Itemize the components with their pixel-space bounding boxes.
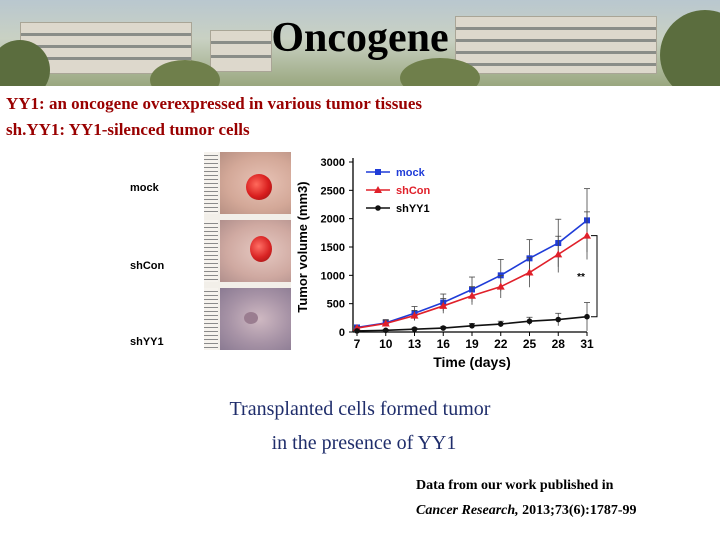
legend-label-shCon: shCon: [396, 185, 431, 197]
x-axis-label: Time (days): [433, 354, 511, 370]
x-tick-label: 22: [494, 337, 508, 351]
data-point-shYY1: [526, 318, 533, 325]
legend-marker-shCon: [374, 186, 382, 193]
data-point-shYY1: [354, 328, 360, 334]
mouse-photo-shyy1: [204, 288, 291, 350]
legend-marker-mock: [375, 169, 381, 175]
y-tick-label: 500: [327, 299, 345, 311]
data-point-shCon: [381, 319, 390, 327]
x-tick-label: 10: [379, 337, 393, 351]
tumor-mock: [246, 174, 272, 200]
data-point-shCon: [496, 282, 505, 290]
y-tick-label: 3000: [321, 157, 345, 169]
x-tick-label: 7: [354, 337, 361, 351]
x-tick-label: 31: [580, 337, 594, 351]
y-tick-label: 0: [339, 327, 345, 339]
data-point-shYY1: [497, 321, 504, 327]
caption-line-1: Transplanted cells formed tumor: [229, 398, 491, 420]
data-point-shCon: [468, 291, 476, 299]
citation-line-1: Data from our work published in: [416, 478, 614, 493]
data-point-shCon: [583, 231, 591, 239]
subtitle-line-2: sh.YY1: YY1-silenced tumor cells: [6, 120, 250, 139]
subtitle-line-1: YY1: an oncogene overexpressed in variou…: [6, 94, 423, 113]
x-tick-label: 16: [437, 337, 451, 351]
citation-journal: Cancer Research,: [416, 503, 519, 518]
caption-line-2: in the presence of YY1: [271, 432, 457, 454]
citation-reference: 2013;73(6):1787-99: [518, 503, 637, 518]
data-point-shCon: [410, 311, 419, 319]
data-point-shYY1: [411, 326, 418, 332]
building-center-left: [210, 30, 272, 72]
tumor-growth-chart-svg: 0 500 1000 1500 2000 2500 3000 7 10 13 16 19 22 25 28 3…: [295, 157, 598, 370]
tree: [400, 58, 480, 86]
series-line-mock: [356, 219, 588, 329]
mouse-photo-mock: [204, 152, 291, 214]
photo-label-shyy1: shYY1: [130, 336, 164, 348]
data-point-shYY1: [382, 327, 389, 334]
y-axis-label: Tumor volume (mm3): [295, 181, 310, 312]
legend-label-mock: mock: [396, 167, 426, 179]
citation-line-2: Cancer Research, 2013;73(6):1787-99: [416, 503, 636, 519]
x-tick-label: 28: [552, 337, 566, 351]
photo-label-mock: mock: [130, 182, 159, 194]
data-point-shCon: [525, 268, 534, 276]
building-right: [455, 16, 657, 74]
y-tick-label: 1000: [321, 270, 345, 282]
tumor-shcon: [250, 236, 272, 262]
x-tick-label: 19: [465, 337, 479, 351]
tumor-growth-chart: 0 500 1000 1500 2000 2500 3000 7 10 13 16 19 22 25 28 3…: [290, 150, 600, 380]
significance-label: **: [577, 272, 585, 283]
x-tick-label: 13: [408, 337, 422, 351]
significance-bracket: [591, 235, 598, 318]
data-point-shYY1: [469, 322, 475, 329]
tree: [150, 60, 220, 86]
data-point-shCon: [439, 301, 448, 309]
data-point-shCon: [554, 250, 563, 258]
data-point-shYY1: [440, 325, 447, 331]
header-photo-banner: Oncogene: [0, 0, 720, 86]
x-tick-label: 25: [523, 337, 537, 351]
mouse-photo-shcon: [204, 220, 291, 282]
tumor-shyy1: [244, 312, 258, 324]
y-tick-label: 2500: [321, 185, 345, 197]
y-tick-label: 1500: [321, 242, 345, 254]
slide-title: Oncogene: [271, 15, 449, 61]
legend-marker-shYY1: [375, 205, 381, 211]
mouse-photo-panel: [204, 152, 291, 350]
data-point-shYY1: [555, 316, 562, 323]
legend-label-shYY1: shYY1: [396, 203, 430, 215]
y-tick-label: 2000: [321, 214, 345, 226]
data-point-shYY1: [584, 313, 590, 320]
photo-label-shcon: shCon: [130, 260, 165, 272]
